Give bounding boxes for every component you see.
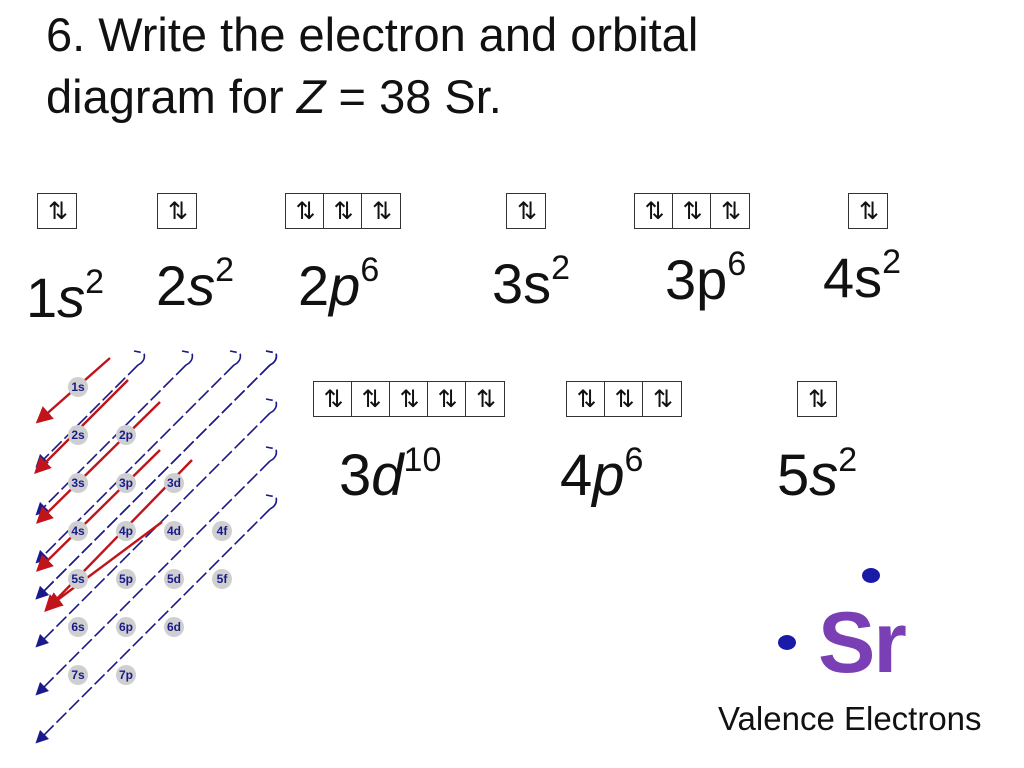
- orbital-label: 4p: [119, 524, 133, 538]
- orbital-label: 3d: [167, 476, 181, 490]
- element-symbol: Sr: [818, 595, 907, 691]
- orbital-node: 6s: [68, 617, 88, 637]
- orbital-node: 6p: [116, 617, 136, 637]
- aufbau-guide-line: [35, 364, 271, 600]
- aufbau-diagram: 1s 2s 2p 3s 3p 3d 4s 4p 4d 4f 5s 5p 5d 5f 6s 6p 6d 7s 7p: [34, 350, 278, 744]
- orbital-box: ⇅: [652, 385, 673, 413]
- orbital-node: 7s: [68, 665, 88, 685]
- orbital-node: 4f: [212, 521, 232, 541]
- term-5s: 5s2: [777, 441, 858, 508]
- orbital-label: 6s: [71, 620, 85, 634]
- term-3d: 3d10: [339, 441, 442, 508]
- orbital-node: 4d: [164, 521, 184, 541]
- aufbau-guide-line: [35, 508, 271, 744]
- orbital-box: ⇅: [635, 194, 673, 228]
- orbital-box: ⇅: [390, 382, 428, 416]
- orbital-label: 2s: [71, 428, 85, 442]
- orbital-box: ⇅: [167, 197, 188, 225]
- orbital-label: 5d: [167, 572, 181, 586]
- orbital-node: 4p: [116, 521, 136, 541]
- orbital-box: ⇅: [858, 197, 879, 225]
- orbital-node: 5p: [116, 569, 136, 589]
- orbital-node: 3p: [116, 473, 136, 493]
- orbital-box: ⇅: [324, 194, 362, 228]
- orbital-box: ⇅: [673, 194, 711, 228]
- orbital-label: 3p: [119, 476, 133, 490]
- orbital-node: 1s: [68, 377, 88, 397]
- orbital-label: 7s: [71, 668, 85, 682]
- orbital-label: 6d: [167, 620, 181, 634]
- valence-electron-dot: [778, 635, 796, 650]
- orbital-node: 3s: [68, 473, 88, 493]
- orbital-box: ⇅: [807, 385, 828, 413]
- orbital-box: ⇅: [314, 382, 352, 416]
- orbital-label: 7p: [119, 668, 133, 682]
- orbital-node: 5f: [212, 569, 232, 589]
- orbital-label: 5p: [119, 572, 133, 586]
- orbital-node: 7p: [116, 665, 136, 685]
- orbital-box-3s: ⇅: [506, 193, 546, 229]
- orbital-node: 4s: [68, 521, 88, 541]
- term-4p: 4p6: [560, 441, 644, 508]
- aufbau-guide-line: [35, 460, 271, 696]
- term-4s: 4s2: [823, 243, 902, 309]
- term-3p: 3p6: [665, 245, 747, 311]
- orbital-node: 2s: [68, 425, 88, 445]
- filling-order-arrow: [36, 401, 161, 524]
- orbital-box: ⇅: [286, 194, 324, 228]
- filling-order-arrow: [36, 449, 161, 572]
- term-2s: 2s2: [156, 251, 235, 317]
- orbital-box-4p: ⇅ ⇅ ⇅: [566, 381, 682, 417]
- title-line-2: diagram for Z = 38 Sr.: [46, 70, 502, 123]
- orbital-box-4s: ⇅: [848, 193, 888, 229]
- valence-caption: Valence Electrons: [718, 700, 982, 737]
- orbital-node: 5d: [164, 569, 184, 589]
- orbital-box: ⇅: [475, 385, 496, 413]
- title-line-1: 6. Write the electron and orbital: [46, 8, 699, 61]
- orbital-box-3d: ⇅ ⇅ ⇅ ⇅ ⇅: [313, 381, 505, 417]
- orbital-box-2s: ⇅: [157, 193, 197, 229]
- aufbau-guide-line: [35, 364, 187, 516]
- orbital-node: 3d: [164, 473, 184, 493]
- filling-order-arrow: [45, 521, 163, 610]
- orbital-label: 1s: [71, 380, 85, 394]
- orbital-box-5s: ⇅: [797, 381, 837, 417]
- orbital-node: 2p: [116, 425, 136, 445]
- orbital-label: 4d: [167, 524, 181, 538]
- orbital-label: 6p: [119, 620, 133, 634]
- orbital-label: 4s: [71, 524, 85, 538]
- orbital-box: ⇅: [516, 197, 537, 225]
- orbital-label: 3s: [71, 476, 85, 490]
- term-3s: 3s2: [492, 249, 571, 315]
- orbital-label: 5s: [71, 572, 85, 586]
- orbital-label: 4f: [217, 524, 229, 538]
- orbital-node: 6d: [164, 617, 184, 637]
- orbital-box: ⇅: [371, 197, 392, 225]
- orbital-box: ⇅: [352, 382, 390, 416]
- orbital-box: ⇅: [720, 197, 741, 225]
- term-1s: 1s2: [26, 263, 105, 329]
- orbital-box: ⇅: [47, 197, 68, 225]
- term-2p: 2p6: [298, 251, 380, 317]
- filling-order-arrow: [34, 379, 129, 474]
- orbital-box: ⇅: [428, 382, 466, 416]
- orbital-box-3p: ⇅ ⇅ ⇅: [634, 193, 750, 229]
- aufbau-guide-line: [35, 364, 139, 468]
- orbital-box: ⇅: [605, 382, 643, 416]
- orbital-node: 5s: [68, 569, 88, 589]
- slide-title: 6. Write the electron and orbital diagra…: [46, 4, 966, 128]
- valence-electron-dot: [862, 568, 880, 583]
- orbital-box-1s: ⇅: [37, 193, 77, 229]
- orbital-box-2p: ⇅ ⇅ ⇅: [285, 193, 401, 229]
- orbital-label: 2p: [119, 428, 133, 442]
- orbital-box: ⇅: [567, 382, 605, 416]
- orbital-label: 5f: [217, 572, 229, 586]
